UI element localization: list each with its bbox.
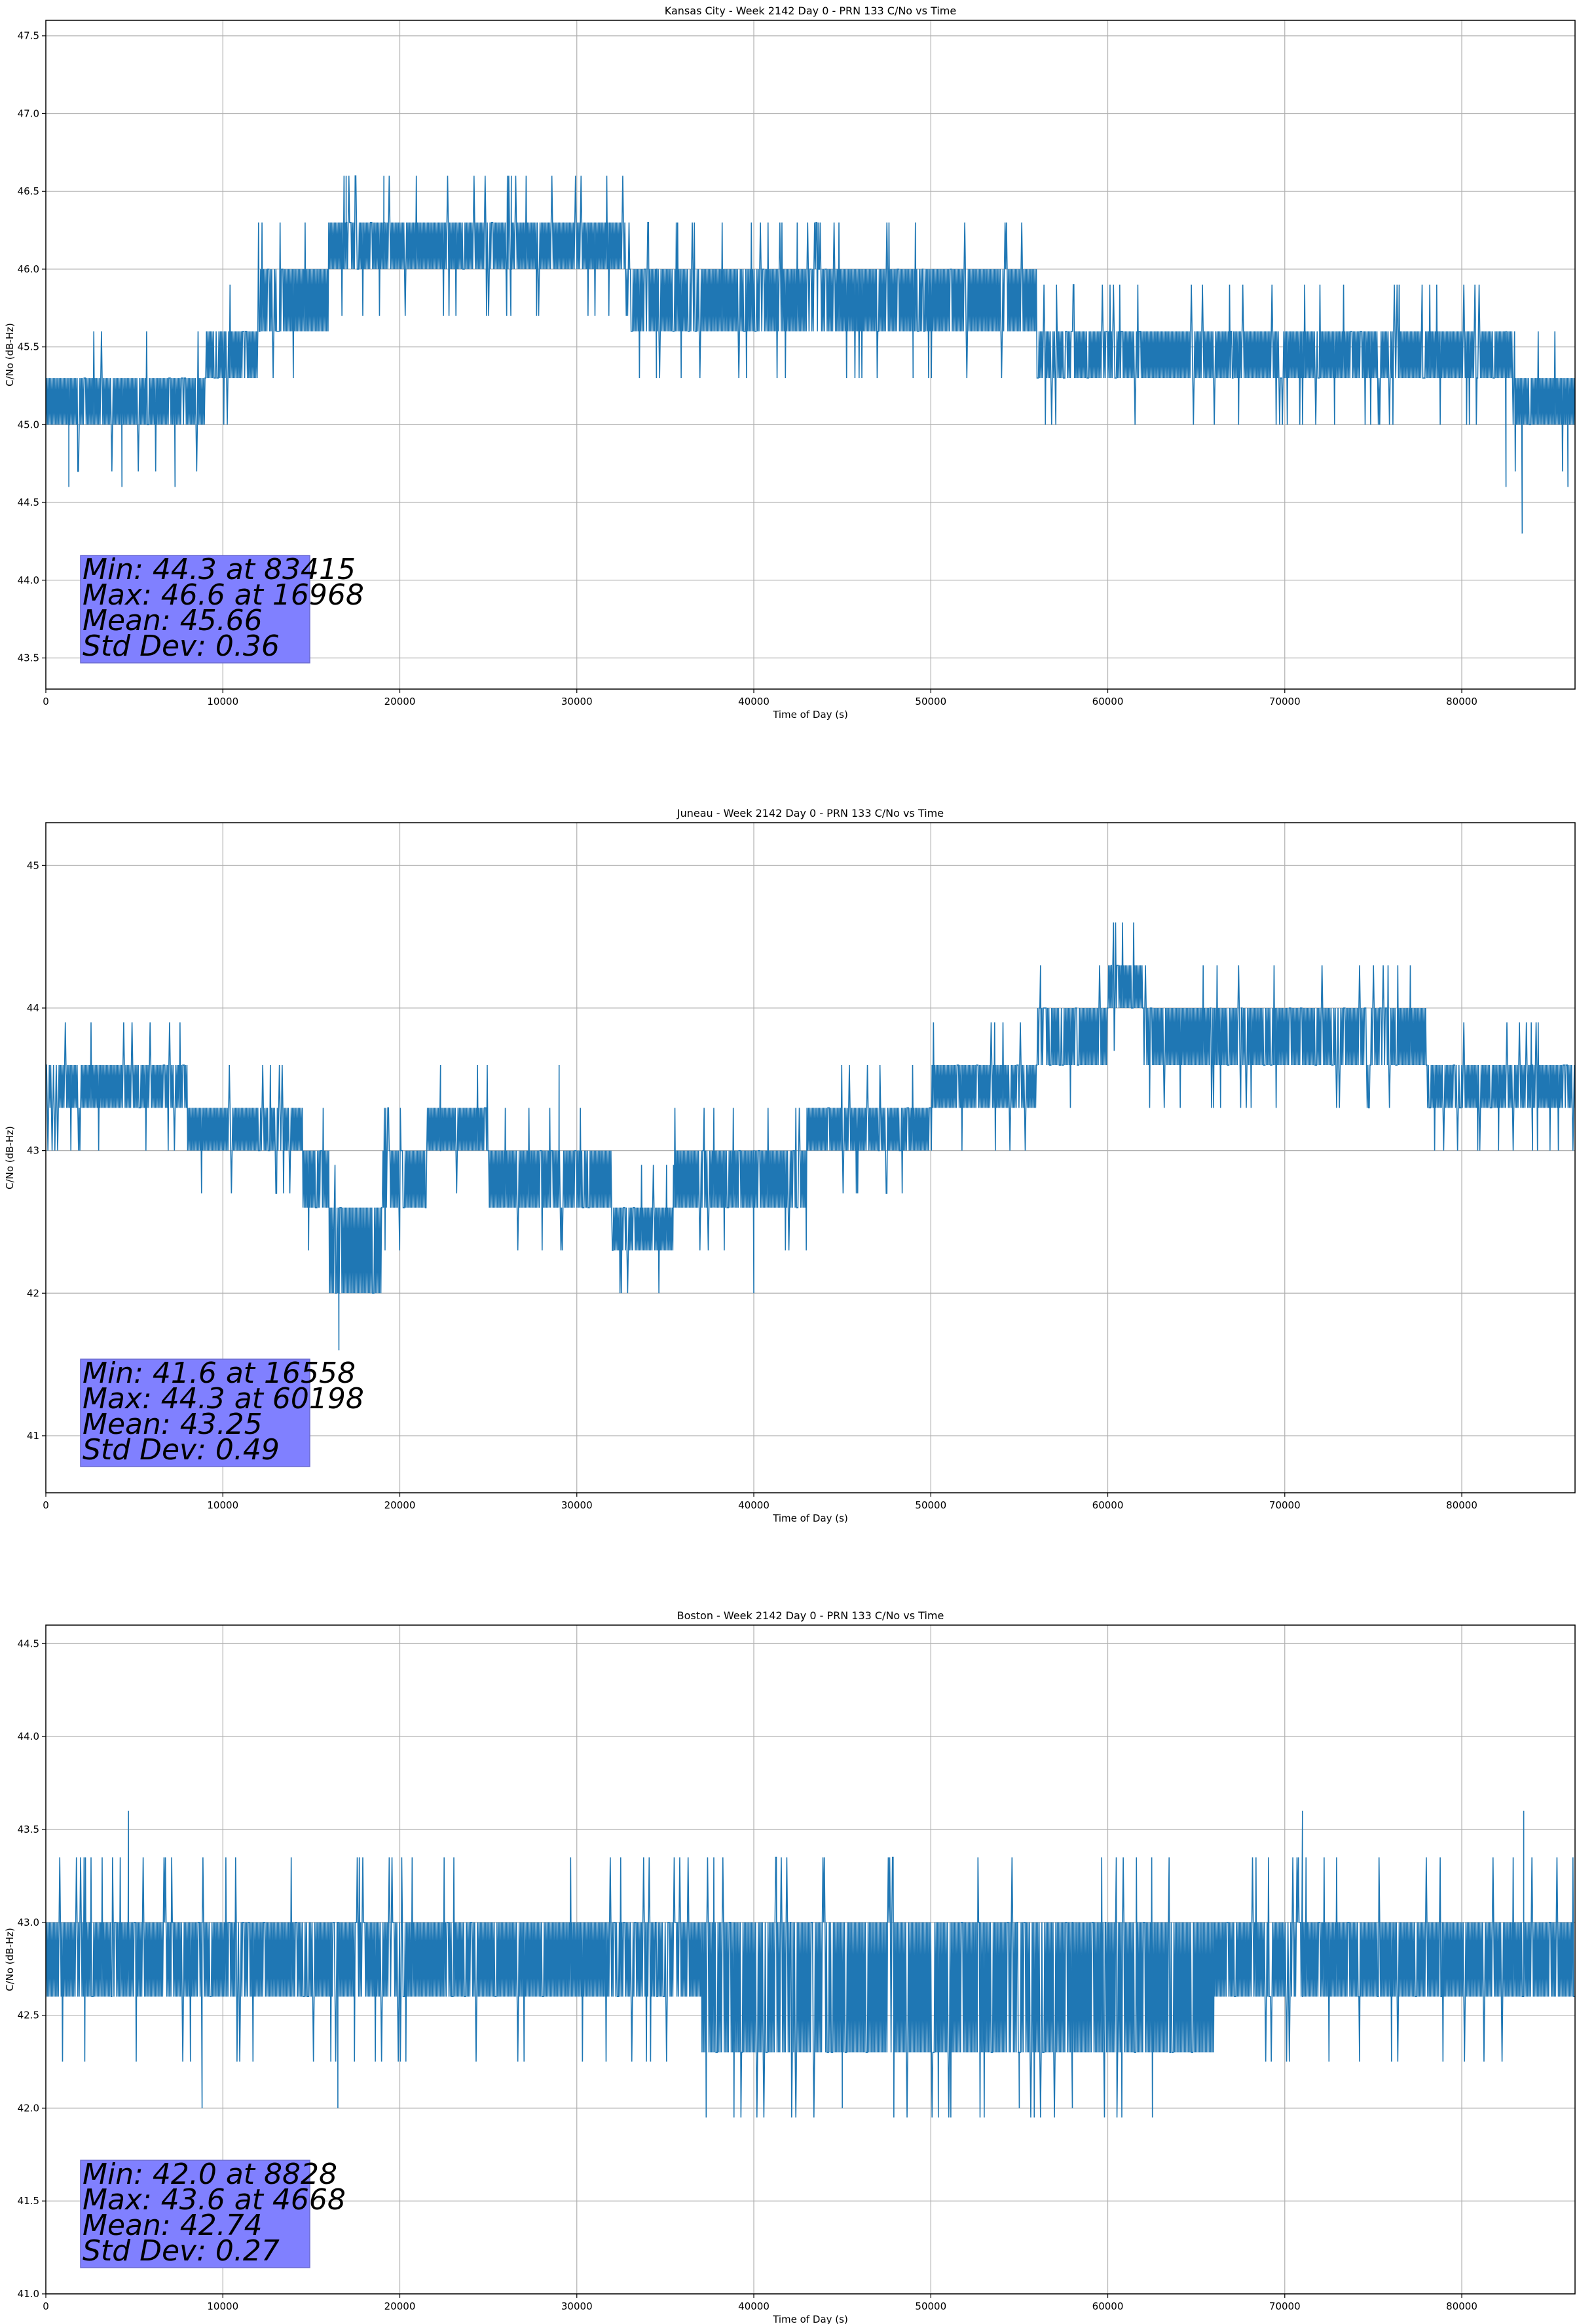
- plot-frame: [45, 1624, 1576, 2295]
- x-tick-label: 80000: [1446, 1499, 1477, 1511]
- y-tick-label: 45.5: [18, 341, 39, 353]
- stats-text: Mean: 43.25: [83, 1408, 263, 1441]
- stats-text: Std Dev: 0.36: [83, 629, 280, 663]
- x-tick-label: 40000: [738, 2300, 770, 2312]
- x-tick-label: 60000: [1092, 1499, 1124, 1511]
- plot-frame: [45, 20, 1576, 690]
- y-tick-label: 46.5: [18, 185, 39, 197]
- x-tick-label: 30000: [561, 2300, 593, 2312]
- y-tick-label: 42.0: [18, 2102, 39, 2114]
- chart-title: Kansas City - Week 2142 Day 0 - PRN 133 …: [665, 5, 956, 17]
- y-tick-label: 42: [27, 1287, 39, 1299]
- x-tick-label: 10000: [207, 1499, 238, 1511]
- x-tick-label: 0: [43, 696, 49, 707]
- stats-text: Min: 41.6 at 16558: [83, 1357, 356, 1390]
- y-tick-label: 44.5: [18, 497, 39, 508]
- x-tick-label: 30000: [561, 696, 593, 707]
- y-tick-label: 44.0: [18, 574, 39, 586]
- y-axis-label: C/No (dB-Hz): [4, 1928, 16, 1991]
- y-tick-label: 45.0: [18, 419, 39, 430]
- stats-text: Min: 42.0 at 8828: [83, 2158, 337, 2191]
- x-tick-label: 60000: [1092, 696, 1124, 707]
- x-tick-label: 70000: [1269, 1499, 1301, 1511]
- stats-text: Std Dev: 0.49: [83, 1433, 280, 1467]
- y-tick-label: 41.5: [18, 2195, 39, 2207]
- y-tick-label: 47.5: [18, 30, 39, 42]
- series-line: [46, 1810, 1575, 2118]
- x-tick-label: 20000: [384, 1499, 416, 1511]
- y-tick-label: 45: [27, 859, 39, 871]
- x-tick-label: 50000: [915, 2300, 946, 2312]
- stats-box: [80, 555, 310, 664]
- x-axis-label: Time of Day (s): [772, 2314, 848, 2324]
- x-tick-label: 70000: [1269, 696, 1301, 707]
- y-tick-label: 41.0: [18, 2288, 39, 2300]
- y-tick-label: 43.5: [18, 1824, 39, 1835]
- chart-title: Boston - Week 2142 Day 0 - PRN 133 C/No …: [677, 1609, 944, 1622]
- stats-text: Max: 43.6 at 4668: [83, 2183, 346, 2217]
- y-tick-label: 47.0: [18, 107, 39, 119]
- x-tick-label: 40000: [738, 1499, 770, 1511]
- x-tick-label: 20000: [384, 2300, 416, 2312]
- x-tick-label: 80000: [1446, 696, 1477, 707]
- y-tick-label: 44.5: [18, 1638, 39, 1649]
- stats-text: Std Dev: 0.27: [83, 2234, 280, 2268]
- x-tick-label: 50000: [915, 696, 946, 707]
- x-tick-label: 60000: [1092, 2300, 1124, 2312]
- x-tick-label: 0: [43, 2300, 49, 2312]
- y-axis-label: C/No (dB-Hz): [4, 323, 16, 386]
- y-tick-label: 43: [27, 1145, 39, 1157]
- x-tick-label: 10000: [207, 2300, 238, 2312]
- stats-text: Max: 46.6 at 16968: [83, 578, 364, 612]
- stats-text: Max: 44.3 at 60198: [83, 1382, 364, 1415]
- y-tick-label: 44.0: [18, 1731, 39, 1742]
- x-axis-label: Time of Day (s): [772, 709, 848, 721]
- x-tick-label: 20000: [384, 696, 416, 707]
- x-tick-label: 40000: [738, 696, 770, 707]
- y-tick-label: 46.0: [18, 263, 39, 275]
- x-tick-label: 80000: [1446, 2300, 1477, 2312]
- x-tick-label: 70000: [1269, 2300, 1301, 2312]
- plot-frame: [45, 822, 1576, 1493]
- x-axis-label: Time of Day (s): [772, 1512, 848, 1524]
- chart-panel-1: 0 10000 20000 30000 40000 50000 60000 70000 8000…: [4, 5, 1576, 721]
- stats-box: [80, 2160, 310, 2268]
- stats-box: [80, 1359, 310, 1467]
- stats-text: Mean: 45.66: [83, 604, 263, 637]
- y-tick-label: 43.5: [18, 652, 39, 664]
- y-tick-label: 41: [27, 1430, 39, 1442]
- y-axis-label: C/No (dB-Hz): [4, 1126, 16, 1190]
- chart-panel-3: 0 10000 20000 30000 40000 50000 60000 70000 8000…: [4, 1609, 1576, 2324]
- y-tick-label: 43.0: [18, 1917, 39, 1928]
- stats-text: Min: 44.3 at 83415: [83, 553, 356, 586]
- x-tick-label: 10000: [207, 696, 238, 707]
- stats-text: Mean: 42.74: [83, 2209, 263, 2242]
- series-line: [46, 175, 1575, 534]
- y-tick-label: 44: [27, 1002, 39, 1014]
- x-tick-label: 50000: [915, 1499, 946, 1511]
- y-tick-label: 42.5: [18, 2010, 39, 2021]
- chart-title: Juneau - Week 2142 Day 0 - PRN 133 C/No …: [677, 807, 944, 819]
- x-tick-label: 0: [43, 1499, 49, 1511]
- x-tick-label: 30000: [561, 1499, 593, 1511]
- series-line: [46, 922, 1575, 1351]
- chart-panel-2: 0 10000 20000 30000 40000 50000 60000 70000 8000…: [4, 807, 1576, 1524]
